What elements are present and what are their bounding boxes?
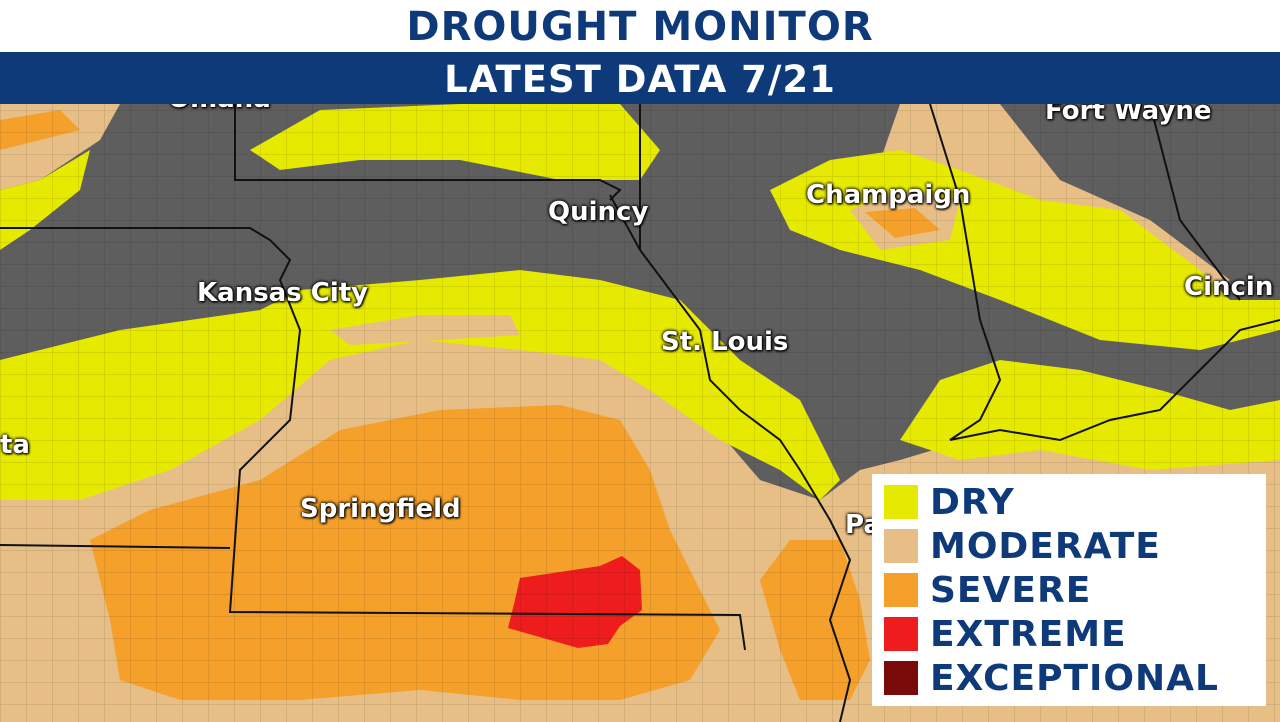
legend-swatch [884,529,918,563]
legend: DRY MODERATE SEVERE EXTREME EXCEPTIONAL [872,474,1266,706]
legend-label: EXCEPTIONAL [930,657,1219,699]
legend-item-severe: SEVERE [884,568,1254,612]
page-subtitle: LATEST DATA 7/21 [444,58,836,101]
legend-swatch [884,617,918,651]
legend-swatch [884,573,918,607]
legend-item-dry: DRY [884,480,1254,524]
subtitle-bar: LATEST DATA 7/21 [0,52,1280,104]
legend-swatch [884,485,918,519]
city-label-quincy: Quincy [548,197,649,227]
title-bar: DROUGHT MONITOR [0,0,1280,52]
legend-item-extreme: EXTREME [884,612,1254,656]
state-borders [0,103,1280,722]
legend-item-moderate: MODERATE [884,524,1254,568]
city-label-cincinnati: Cincin [1184,272,1274,302]
legend-label: DRY [930,481,1015,523]
city-label-champaign: Champaign [806,180,971,210]
city-label-st-louis: St. Louis [661,327,789,357]
legend-label: MODERATE [930,525,1161,567]
legend-label: EXTREME [930,613,1127,655]
city-label-springfield: Springfield [300,494,461,524]
legend-item-exceptional: EXCEPTIONAL [884,656,1254,700]
city-label-ta: ta [0,430,30,460]
legend-label: SEVERE [930,569,1092,611]
legend-swatch [884,661,918,695]
city-label-kansas-city: Kansas City [197,278,369,308]
page-title: DROUGHT MONITOR [406,4,874,50]
